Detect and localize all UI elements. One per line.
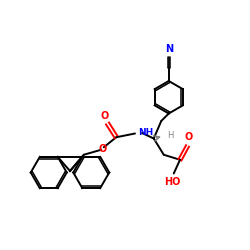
Text: O: O	[98, 144, 106, 154]
Text: N: N	[165, 44, 173, 54]
Text: HO: HO	[164, 177, 180, 187]
Text: H: H	[167, 131, 173, 140]
Text: O: O	[184, 132, 193, 142]
Text: NH: NH	[138, 128, 153, 137]
Text: O: O	[101, 111, 109, 121]
